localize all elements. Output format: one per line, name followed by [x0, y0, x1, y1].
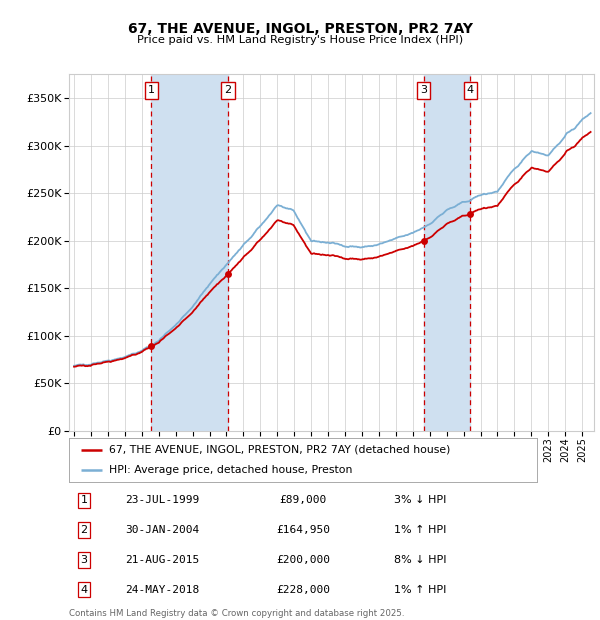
Text: HPI: Average price, detached house, Preston: HPI: Average price, detached house, Pres… — [109, 465, 352, 476]
Text: 30-JAN-2004: 30-JAN-2004 — [125, 525, 200, 535]
Text: 24-MAY-2018: 24-MAY-2018 — [125, 585, 200, 595]
Text: 23-JUL-1999: 23-JUL-1999 — [125, 495, 200, 505]
Text: 1% ↑ HPI: 1% ↑ HPI — [394, 525, 446, 535]
Text: 1: 1 — [80, 495, 88, 505]
Text: 3: 3 — [420, 86, 427, 95]
Text: £228,000: £228,000 — [276, 585, 330, 595]
Text: 1: 1 — [148, 86, 155, 95]
Text: 2: 2 — [224, 86, 232, 95]
Text: 3: 3 — [80, 555, 88, 565]
Bar — [151, 74, 228, 431]
Text: Price paid vs. HM Land Registry's House Price Index (HPI): Price paid vs. HM Land Registry's House … — [137, 35, 463, 45]
Text: 3% ↓ HPI: 3% ↓ HPI — [394, 495, 446, 505]
Text: £89,000: £89,000 — [280, 495, 326, 505]
Text: 8% ↓ HPI: 8% ↓ HPI — [394, 555, 446, 565]
Text: 4: 4 — [80, 585, 88, 595]
Text: £164,950: £164,950 — [276, 525, 330, 535]
Text: 1% ↑ HPI: 1% ↑ HPI — [394, 585, 446, 595]
Text: Contains HM Land Registry data © Crown copyright and database right 2025.
This d: Contains HM Land Registry data © Crown c… — [69, 609, 404, 620]
Bar — [424, 74, 470, 431]
Text: £200,000: £200,000 — [276, 555, 330, 565]
Text: 2: 2 — [80, 525, 88, 535]
Text: 21-AUG-2015: 21-AUG-2015 — [125, 555, 200, 565]
Text: 4: 4 — [467, 86, 474, 95]
Text: 67, THE AVENUE, INGOL, PRESTON, PR2 7AY (detached house): 67, THE AVENUE, INGOL, PRESTON, PR2 7AY … — [109, 445, 450, 455]
Text: 67, THE AVENUE, INGOL, PRESTON, PR2 7AY: 67, THE AVENUE, INGOL, PRESTON, PR2 7AY — [128, 22, 473, 37]
